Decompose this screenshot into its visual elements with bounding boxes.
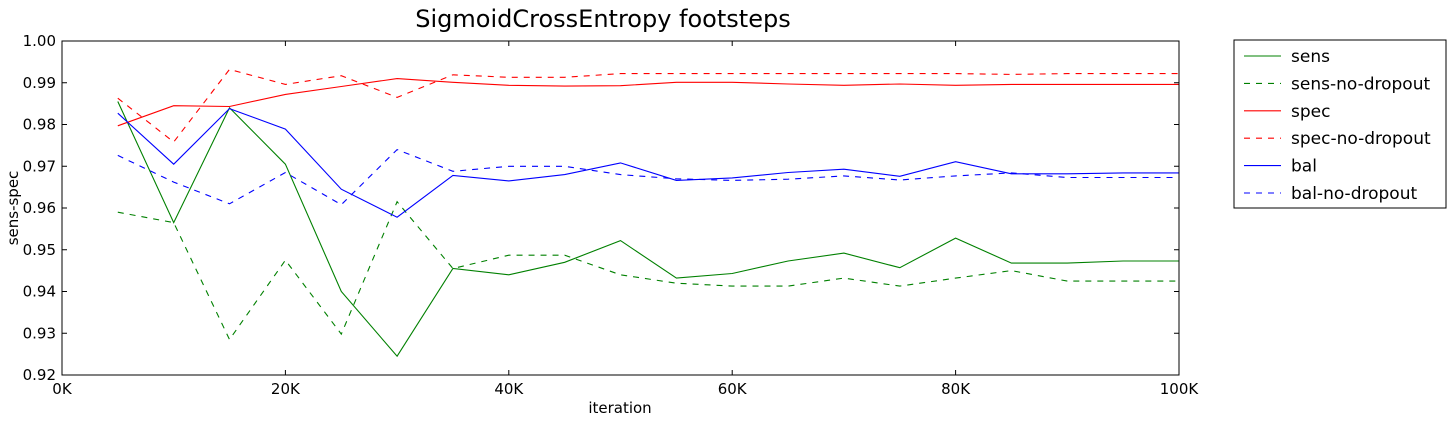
- series-line-spec-no-dropout: [117, 68, 1179, 143]
- series-line-bal: [117, 107, 1179, 218]
- legend-item-sens: sens: [1244, 47, 1330, 67]
- chart-title: SigmoidCrossEntropy footsteps: [415, 5, 790, 33]
- x-tick-label: 60K: [718, 380, 748, 398]
- y-tick-label: 0.93: [23, 324, 56, 342]
- y-tick-label: 0.94: [23, 283, 56, 301]
- y-axis-label: sens-spec: [4, 171, 22, 246]
- y-tick-label: 0.96: [23, 199, 56, 217]
- series-line-spec: [117, 78, 1179, 127]
- axis-ticks: 0K 20K 40K 60K 80K 100K 0.92 0.93 0.94 0.95 0.96 0.…: [23, 32, 1200, 398]
- x-tick-label: 40K: [494, 380, 524, 398]
- legend-items: sens sens-no-dropout spec spec-no-dropout ba…: [1244, 47, 1431, 204]
- y-tick-label: 0.92: [23, 366, 56, 384]
- legend: sens sens-no-dropout spec spec-no-dropout ba…: [1233, 39, 1447, 209]
- y-tick-label: 1.00: [23, 32, 56, 50]
- legend-label: bal-no-dropout: [1291, 184, 1417, 204]
- series-line-sens-no-dropout: [117, 200, 1179, 341]
- x-axis-label: iteration: [588, 399, 651, 417]
- plot-frame: [61, 40, 1180, 376]
- y-tick-label: 0.95: [23, 241, 56, 259]
- series-line-sens: [117, 101, 1179, 358]
- y-tick-label: 0.97: [23, 157, 56, 175]
- legend-label: spec-no-dropout: [1291, 129, 1431, 149]
- legend-item-sens-no-dropout: sens-no-dropout: [1244, 74, 1430, 94]
- series-layer: [117, 68, 1179, 358]
- series-line-bal-no-dropout: [117, 148, 1179, 206]
- x-tick-label: 80K: [941, 380, 971, 398]
- legend-item-spec: spec: [1244, 102, 1330, 122]
- x-tick-label: 20K: [271, 380, 301, 398]
- y-tick-label: 0.99: [23, 74, 56, 92]
- legend-label: bal: [1291, 157, 1317, 177]
- legend-item-bal: bal: [1244, 157, 1317, 177]
- legend-box: [1233, 39, 1447, 209]
- y-tick-label: 0.98: [23, 116, 56, 134]
- legend-label: spec: [1291, 102, 1330, 122]
- legend-label: sens: [1291, 47, 1330, 67]
- x-tick-label: 100K: [1160, 380, 1200, 398]
- x-tick-label: 0K: [52, 380, 73, 398]
- legend-item-spec-no-dropout: spec-no-dropout: [1244, 129, 1431, 149]
- legend-label: sens-no-dropout: [1291, 74, 1430, 94]
- legend-item-bal-no-dropout: bal-no-dropout: [1244, 184, 1417, 204]
